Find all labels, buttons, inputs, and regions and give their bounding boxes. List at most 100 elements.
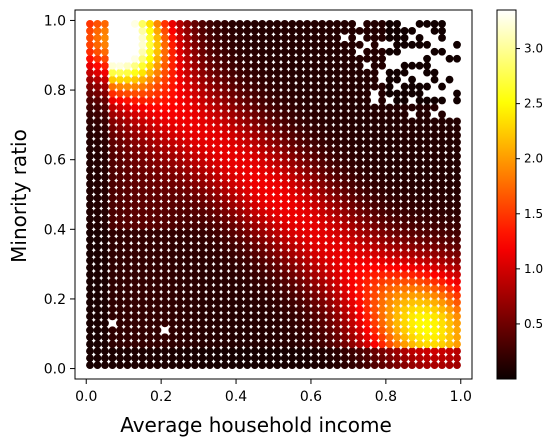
scatter-point bbox=[355, 340, 364, 349]
scatter-point bbox=[393, 201, 401, 209]
scatter-point bbox=[220, 319, 229, 328]
scatter-point bbox=[190, 235, 199, 244]
scatter-point bbox=[340, 124, 349, 133]
scatter-point bbox=[280, 180, 289, 188]
scatter-point bbox=[363, 228, 372, 237]
scatter-point bbox=[438, 131, 446, 140]
scatter-point bbox=[355, 284, 364, 293]
scatter-point bbox=[408, 131, 416, 140]
scatter-point bbox=[175, 242, 184, 251]
scatter-point bbox=[288, 354, 297, 363]
scatter-point bbox=[288, 208, 297, 216]
scatter-point bbox=[288, 110, 297, 119]
scatter-point bbox=[138, 319, 147, 328]
scatter-point bbox=[325, 47, 334, 56]
scatter-point bbox=[310, 208, 319, 216]
scatter-point bbox=[325, 208, 334, 216]
scatter-point bbox=[363, 75, 372, 84]
scatter-point bbox=[220, 124, 229, 133]
scatter-point bbox=[93, 89, 102, 98]
scatter-point bbox=[243, 201, 252, 209]
scatter-point bbox=[213, 61, 222, 70]
scatter-point bbox=[108, 20, 117, 28]
scatter-point bbox=[430, 228, 439, 237]
scatter-point bbox=[303, 96, 312, 105]
scatter-point bbox=[415, 354, 424, 363]
scatter-point bbox=[86, 333, 94, 342]
scatter-point bbox=[310, 173, 319, 181]
scatter-point bbox=[146, 291, 154, 300]
scatter-point bbox=[153, 263, 162, 272]
scatter-point bbox=[310, 54, 319, 63]
scatter-point bbox=[168, 256, 177, 265]
scatter-point bbox=[385, 47, 394, 56]
plot-frame bbox=[74, 9, 473, 380]
scatter-point bbox=[123, 166, 132, 175]
scatter-point bbox=[93, 187, 102, 195]
scatter-point bbox=[228, 263, 237, 272]
scatter-point bbox=[280, 298, 289, 307]
scatter-point bbox=[355, 201, 364, 209]
scatter-point bbox=[183, 361, 192, 369]
scatter-point bbox=[370, 284, 379, 293]
scatter-point bbox=[153, 82, 162, 91]
scatter-point bbox=[131, 326, 139, 335]
scatter-point bbox=[318, 312, 327, 321]
scatter-point bbox=[415, 103, 424, 112]
scatter-point bbox=[378, 110, 387, 119]
scatter-point bbox=[303, 277, 312, 286]
scatter-point bbox=[295, 47, 304, 56]
scatter-point bbox=[116, 26, 124, 35]
scatter-point bbox=[146, 96, 154, 105]
scatter-point bbox=[101, 256, 109, 265]
scatter-point bbox=[153, 54, 162, 63]
scatter-point bbox=[370, 340, 379, 349]
scatter-point bbox=[183, 180, 192, 188]
scatter-point bbox=[86, 180, 94, 188]
scatter-point bbox=[175, 110, 184, 119]
scatter-point bbox=[86, 117, 94, 126]
scatter-point bbox=[116, 173, 124, 181]
scatter-point bbox=[198, 145, 207, 154]
scatter-point bbox=[175, 26, 184, 35]
scatter-point bbox=[205, 235, 214, 244]
scatter-point bbox=[430, 305, 439, 314]
scatter-point bbox=[288, 277, 297, 286]
scatter-point bbox=[228, 291, 237, 300]
scatter-point bbox=[370, 173, 379, 181]
scatter-point bbox=[198, 33, 207, 42]
scatter-point bbox=[333, 131, 342, 140]
scatter-point bbox=[183, 54, 192, 63]
scatter-point bbox=[190, 340, 199, 349]
scatter-point bbox=[355, 103, 364, 112]
scatter-point bbox=[445, 221, 454, 230]
scatter-point bbox=[423, 61, 431, 70]
scatter-point bbox=[153, 221, 162, 230]
scatter-point bbox=[385, 214, 394, 223]
scatter-point bbox=[280, 138, 289, 147]
scatter-point bbox=[310, 312, 319, 321]
scatter-point bbox=[168, 180, 177, 188]
scatter-point bbox=[303, 145, 312, 154]
scatter-point bbox=[205, 187, 214, 195]
scatter-point bbox=[153, 201, 162, 209]
scatter-point bbox=[415, 180, 424, 188]
scatter-point bbox=[123, 75, 132, 84]
scatter-point bbox=[131, 347, 139, 356]
scatter-point bbox=[138, 235, 147, 244]
scatter-point bbox=[243, 159, 252, 168]
scatter-point bbox=[175, 152, 184, 161]
scatter-point bbox=[445, 228, 454, 237]
scatter-point bbox=[108, 159, 117, 168]
scatter-point bbox=[340, 235, 349, 244]
scatter-point bbox=[340, 333, 349, 342]
scatter-point bbox=[116, 138, 124, 147]
scatter-point bbox=[333, 291, 342, 300]
scatter-point bbox=[146, 61, 154, 70]
scatter-point bbox=[400, 347, 409, 356]
scatter-point bbox=[370, 82, 379, 91]
scatter-point bbox=[325, 61, 334, 70]
scatter-point bbox=[265, 340, 274, 349]
scatter-point bbox=[220, 354, 229, 363]
scatter-point bbox=[423, 145, 431, 154]
